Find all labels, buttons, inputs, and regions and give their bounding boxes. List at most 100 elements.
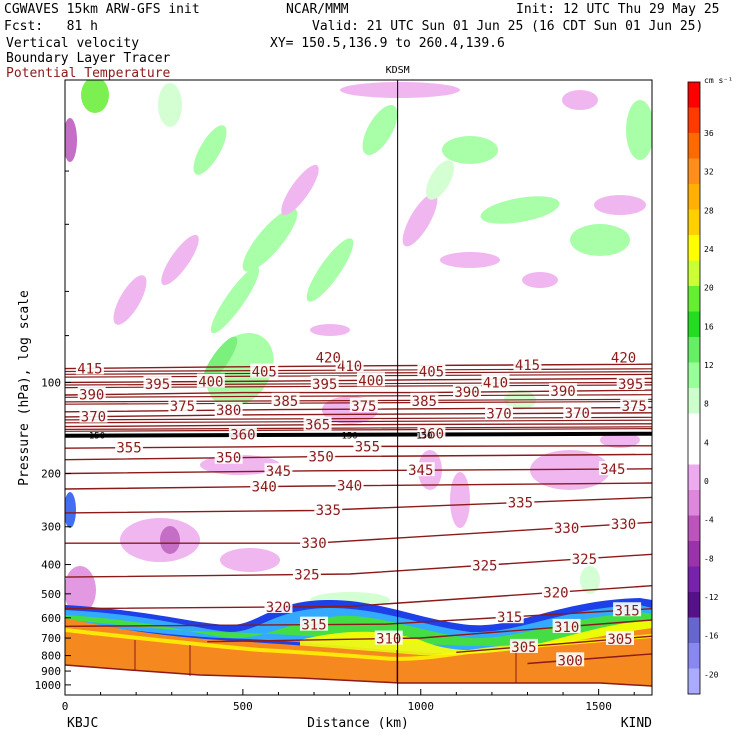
theta-label-text: 305 — [607, 632, 632, 648]
theta-label-text: 355 — [116, 441, 141, 457]
theta-label-415: 415 — [75, 360, 104, 377]
colorbar-swatch — [688, 388, 700, 414]
downdraft-patch — [310, 324, 350, 336]
theta-label-365: 365 — [303, 416, 332, 434]
updraft-patch — [81, 80, 109, 113]
colorbar-swatch — [688, 464, 700, 491]
theta-label-385: 385 — [410, 392, 439, 410]
downdraft-patch — [562, 90, 598, 110]
colorbar-label: 32 — [704, 168, 714, 177]
theta-label-text: 390 — [79, 388, 104, 404]
theta-contour-400 — [65, 377, 652, 384]
theta-contour-minor — [65, 428, 652, 432]
forecast-hour: Fcst: 81 h — [4, 19, 98, 34]
theta-label-420: 420 — [314, 349, 343, 367]
theta-contour-minor — [65, 419, 652, 424]
theta-label-315: 315 — [613, 602, 642, 619]
field-boundary-layer-tracer: Boundary Layer Tracer — [6, 51, 171, 66]
y-tick-label: 900 — [41, 665, 61, 678]
colorbar-swatch — [688, 158, 700, 185]
theta-label-text: 325 — [294, 567, 319, 583]
updraft-patch — [242, 208, 298, 272]
colorbar-swatch — [688, 439, 700, 465]
colorbar-label: -20 — [704, 670, 719, 679]
x-axis: 0 500 1000 1500 — [62, 689, 635, 713]
colorbar-swatch — [688, 541, 700, 567]
theta-label-text: 420 — [316, 351, 341, 367]
theta-label-340: 340 — [335, 477, 364, 495]
theta-label-330: 330 — [609, 516, 638, 533]
theta-label-text: 370 — [81, 410, 106, 426]
theta-label-text: 405 — [252, 364, 277, 380]
y-tick-label: 1000 — [35, 679, 62, 692]
theta-label-325: 325 — [570, 550, 599, 568]
downdraft-patch — [65, 566, 96, 614]
x-axis-label: Distance (km) — [307, 716, 409, 731]
colorbar-swatch — [688, 515, 700, 542]
theta-label-320: 320 — [264, 598, 293, 616]
downdraft-patch — [450, 472, 470, 528]
theta-label-370: 370 — [563, 405, 592, 422]
theta-label-text: 345 — [408, 463, 433, 479]
theta-label-text: 325 — [572, 552, 597, 568]
x-tick-label: 1500 — [585, 700, 612, 713]
colorbar-swatch — [688, 209, 700, 236]
colorbar-swatch — [688, 133, 700, 159]
y-tick-label: 100 — [41, 376, 61, 389]
theta-label-400: 400 — [196, 373, 225, 391]
theta-label-text: 400 — [358, 373, 383, 389]
colorbar-label: 36 — [704, 129, 714, 138]
colorbar-swatch — [688, 592, 700, 618]
theta-label-text: 420 — [611, 351, 636, 367]
theta-label-text: 315 — [497, 610, 522, 626]
colorbar-swatch — [688, 286, 700, 312]
theta-label-text: 410 — [337, 359, 362, 375]
theta-label-335: 335 — [506, 494, 535, 512]
theta-label-315: 315 — [495, 609, 524, 626]
colorbar-unit: cm s⁻¹ — [704, 76, 733, 85]
theta-label-335: 335 — [314, 501, 343, 519]
theta-label-text: 330 — [611, 517, 636, 533]
colorbar-label: 4 — [704, 438, 709, 447]
colorbar-label: 0 — [704, 477, 709, 486]
theta-label-text: 395 — [618, 377, 643, 393]
colorbar-swatch — [688, 107, 700, 134]
theta-label-text: 375 — [351, 399, 376, 415]
theta-label-340: 340 — [250, 478, 279, 496]
theta-label-370: 370 — [79, 408, 108, 426]
theta-contour-minor — [65, 398, 652, 403]
theta-label-text: 415 — [77, 361, 102, 377]
y-tick-label: 600 — [41, 612, 61, 625]
right-endpoint-label: KIND — [621, 716, 652, 731]
downdraft-patch — [161, 234, 199, 286]
theta-label-text: 360 — [230, 427, 255, 443]
updraft-patch — [193, 125, 227, 175]
colorbar-swatch — [688, 82, 700, 108]
colorbar-label: 8 — [704, 400, 709, 409]
theta-label-text: 400 — [198, 375, 223, 391]
theta-label-305: 305 — [605, 630, 634, 648]
tracer-level-label: 150 — [89, 432, 105, 442]
theta-label-310: 310 — [552, 618, 581, 636]
theta-label-380: 380 — [214, 402, 243, 419]
theta-label-355: 355 — [115, 439, 144, 457]
theta-label-395: 395 — [616, 376, 645, 393]
theta-label-text: 330 — [301, 536, 326, 552]
theta-label-375: 375 — [168, 397, 197, 415]
init-time: Init: 12 UTC Thu 29 May 25 — [516, 2, 720, 17]
theta-label-text: 345 — [266, 464, 291, 480]
theta-label-315: 315 — [300, 616, 329, 634]
updraft-patch — [202, 336, 238, 384]
colorbar-swatch — [688, 668, 700, 695]
downdraft-patch — [281, 164, 319, 216]
theta-label-text: 395 — [312, 377, 337, 393]
theta-contour-300 — [527, 653, 652, 665]
theta-label-text: 320 — [543, 586, 568, 602]
downdraft-patch — [530, 450, 610, 490]
theta-label-text: 305 — [511, 640, 536, 656]
theta-label-text: 350 — [216, 451, 241, 467]
y-tick-label: 800 — [41, 650, 61, 663]
colorbar-frame — [687, 81, 701, 695]
downdraft-patch — [594, 195, 646, 215]
